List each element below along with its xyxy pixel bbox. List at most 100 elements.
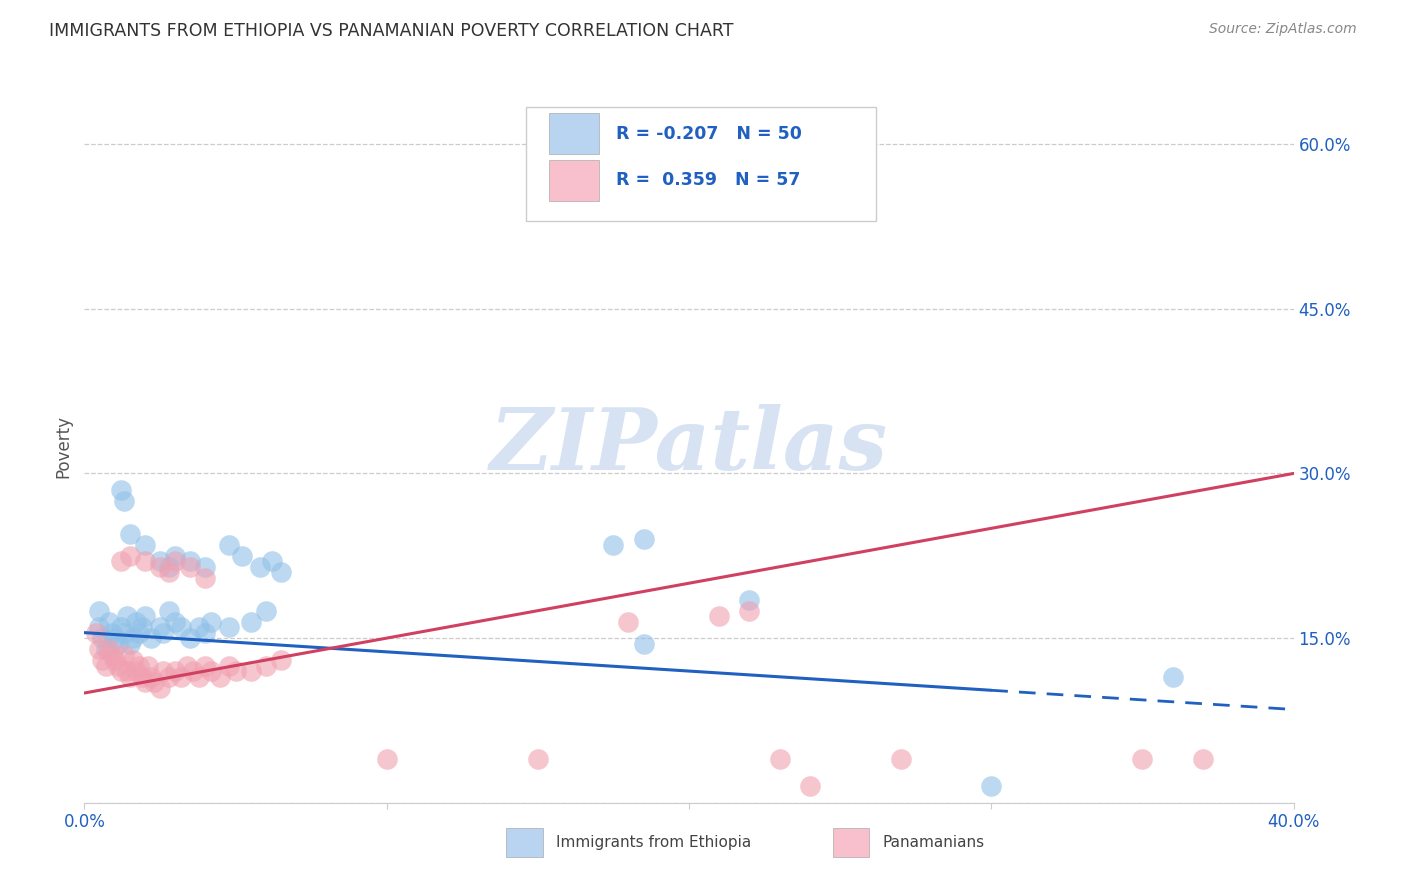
Point	[179, 559, 201, 574]
Point	[209, 669, 232, 683]
Point	[157, 559, 180, 574]
Point	[110, 483, 132, 497]
Point	[125, 615, 148, 629]
FancyBboxPatch shape	[506, 829, 543, 857]
Point	[112, 625, 135, 640]
Point	[799, 780, 821, 794]
Point	[194, 625, 217, 640]
Point	[239, 664, 262, 678]
Point	[194, 571, 217, 585]
Point	[270, 566, 292, 580]
Text: R = -0.207   N = 50: R = -0.207 N = 50	[616, 125, 803, 143]
Point	[194, 559, 217, 574]
Point	[179, 631, 201, 645]
Point	[170, 620, 193, 634]
Point	[110, 554, 132, 568]
Point	[709, 609, 731, 624]
Point	[149, 554, 172, 568]
Point	[738, 592, 761, 607]
Point	[270, 653, 292, 667]
Point	[769, 752, 792, 766]
FancyBboxPatch shape	[548, 113, 599, 154]
FancyBboxPatch shape	[548, 160, 599, 201]
Point	[249, 559, 271, 574]
Text: IMMIGRANTS FROM ETHIOPIA VS PANAMANIAN POVERTY CORRELATION CHART: IMMIGRANTS FROM ETHIOPIA VS PANAMANIAN P…	[49, 22, 734, 40]
Point	[239, 615, 262, 629]
Point	[165, 554, 187, 568]
Point	[100, 648, 122, 662]
Point	[152, 664, 174, 678]
Point	[139, 631, 162, 645]
Point	[149, 681, 172, 695]
Point	[165, 615, 187, 629]
Point	[218, 658, 240, 673]
FancyBboxPatch shape	[832, 829, 869, 857]
FancyBboxPatch shape	[526, 107, 876, 221]
Point	[107, 637, 129, 651]
Point	[121, 653, 143, 667]
Point	[142, 675, 165, 690]
Point	[128, 625, 150, 640]
Point	[107, 658, 129, 673]
Point	[218, 538, 240, 552]
Point	[188, 669, 211, 683]
Text: Immigrants from Ethiopia: Immigrants from Ethiopia	[555, 835, 751, 850]
Point	[118, 637, 141, 651]
Point	[157, 669, 180, 683]
Point	[375, 752, 398, 766]
Point	[157, 566, 180, 580]
Point	[890, 752, 912, 766]
Point	[112, 648, 135, 662]
Point	[181, 664, 204, 678]
Point	[91, 631, 114, 645]
Point	[1161, 669, 1184, 683]
Text: ZIPatlas: ZIPatlas	[489, 404, 889, 488]
Point	[617, 615, 640, 629]
Point	[112, 494, 135, 508]
Point	[94, 658, 117, 673]
Point	[100, 625, 122, 640]
Point	[118, 669, 141, 683]
Point	[134, 609, 156, 624]
Point	[89, 604, 111, 618]
Point	[170, 669, 193, 683]
Point	[527, 752, 550, 766]
Point	[110, 620, 132, 634]
Point	[218, 620, 240, 634]
Point	[115, 609, 138, 624]
Point	[231, 549, 253, 563]
Point	[121, 631, 143, 645]
Point	[89, 620, 111, 634]
Point	[134, 554, 156, 568]
Point	[104, 631, 127, 645]
Point	[165, 664, 187, 678]
Point	[738, 604, 761, 618]
Text: Panamanians: Panamanians	[883, 835, 984, 850]
Point	[89, 642, 111, 657]
Point	[136, 658, 159, 673]
Point	[110, 664, 132, 678]
Point	[602, 538, 624, 552]
Point	[176, 658, 198, 673]
Point	[149, 620, 172, 634]
Point	[131, 669, 153, 683]
Point	[134, 675, 156, 690]
Point	[94, 642, 117, 657]
Text: R =  0.359   N = 57: R = 0.359 N = 57	[616, 171, 801, 189]
Text: Source: ZipAtlas.com: Source: ZipAtlas.com	[1209, 22, 1357, 37]
Point	[97, 615, 120, 629]
Point	[260, 554, 283, 568]
Point	[200, 664, 222, 678]
Point	[225, 664, 247, 678]
Point	[128, 658, 150, 673]
Point	[125, 664, 148, 678]
Point	[188, 620, 211, 634]
Point	[149, 559, 172, 574]
Point	[104, 653, 127, 667]
Point	[254, 658, 277, 673]
Point	[1192, 752, 1215, 766]
Point	[254, 604, 277, 618]
Point	[165, 549, 187, 563]
Point	[118, 526, 141, 541]
Point	[194, 658, 217, 673]
